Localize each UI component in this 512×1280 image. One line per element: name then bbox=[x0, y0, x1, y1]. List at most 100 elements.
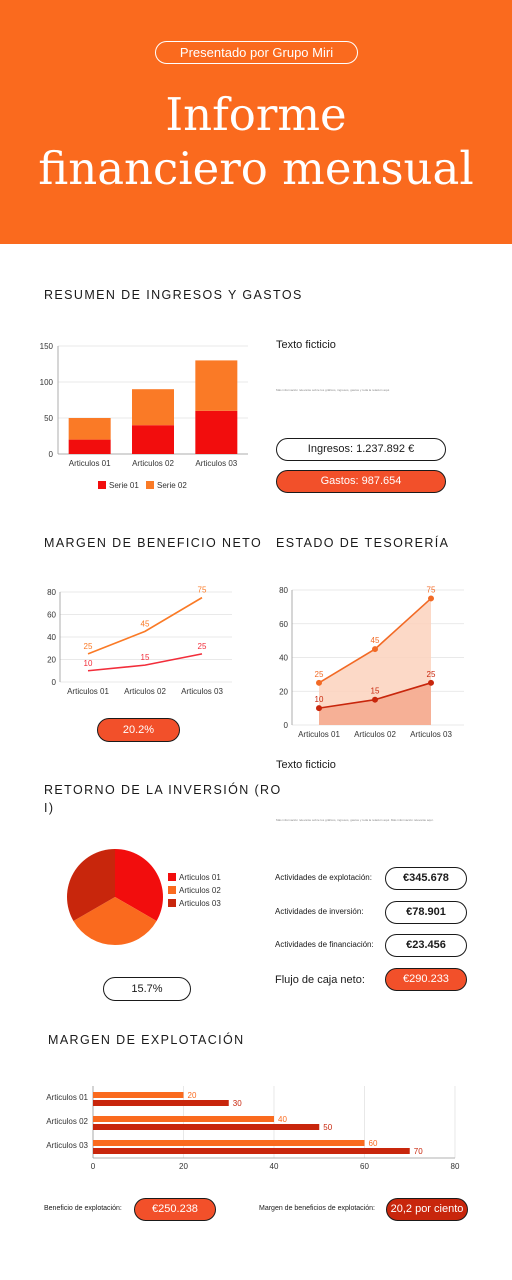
bar bbox=[93, 1148, 410, 1154]
x-tick-label: Articulos 01 bbox=[298, 730, 340, 739]
net-margin-chart: 0 20 40 60 80 Articulos 01 Articulos 02 Articul… bbox=[30, 580, 245, 700]
y-tick-label: 50 bbox=[44, 414, 53, 423]
treasury-side-body: Más información relevante sobre los gráf… bbox=[276, 818, 434, 822]
operating-activities-value: €345.678 bbox=[385, 867, 467, 890]
income-side-title: Texto ficticio bbox=[276, 339, 336, 351]
y-tick-label: 150 bbox=[40, 342, 54, 351]
bar bbox=[132, 425, 174, 454]
y-tick-label: 60 bbox=[47, 611, 56, 620]
roi-svg: Articulos 01 Articulos 02 Articulos 03 bbox=[67, 849, 221, 945]
treasury-svg: 0 20 40 60 80 Articulos 01 Articulos 02 Articul… bbox=[279, 585, 464, 739]
legend-label: Articulos 02 bbox=[179, 886, 221, 895]
data-point bbox=[372, 646, 378, 653]
financing-activities-label: Actividades de financiación: bbox=[275, 940, 374, 949]
x-tick-label: Articulos 03 bbox=[410, 730, 452, 739]
data-point bbox=[316, 679, 322, 686]
treasury-chart: 0 20 40 60 80 Articulos 01 Articulos 02 Articul… bbox=[270, 578, 480, 742]
data-label: 75 bbox=[198, 586, 207, 595]
data-label: 50 bbox=[323, 1123, 332, 1132]
data-label: 40 bbox=[278, 1115, 287, 1124]
y-tick-label: 80 bbox=[279, 586, 288, 595]
roi-title-line-1: RETORNO DE LA INVERSIÓN (RO bbox=[44, 783, 282, 797]
data-label: 75 bbox=[427, 585, 436, 594]
data-label: 20 bbox=[188, 1091, 197, 1100]
x-tick-label: 20 bbox=[179, 1162, 188, 1171]
y-tick-label: 20 bbox=[47, 656, 56, 665]
bar bbox=[93, 1100, 229, 1106]
header-banner bbox=[0, 0, 512, 244]
operating-margin-section-title: MARGEN DE EXPLOTACIÓN bbox=[48, 1033, 245, 1047]
operating-margin-svg: 0 20 40 60 80 Articulos 01 20 30 Articulos 02 40 5… bbox=[46, 1086, 460, 1171]
roi-badge: 15.7% bbox=[103, 977, 191, 1001]
net-margin-svg: 0 20 40 60 80 Articulos 01 Articulos 02 Articul… bbox=[47, 586, 232, 696]
series-line bbox=[87, 596, 203, 655]
data-label: 15 bbox=[371, 687, 380, 696]
y-tick-label: 20 bbox=[279, 687, 288, 696]
data-label: 25 bbox=[84, 642, 93, 651]
data-label: 60 bbox=[369, 1139, 378, 1148]
presenter-badge: Presentado por Grupo Miri bbox=[155, 41, 358, 64]
data-label: 15 bbox=[141, 653, 150, 662]
operating-benefit-value: €250.238 bbox=[134, 1198, 216, 1221]
data-point bbox=[428, 595, 434, 602]
title-line-1: Informe bbox=[165, 88, 347, 141]
data-label: 25 bbox=[315, 670, 324, 679]
operating-margin-value: 20,2 por ciento bbox=[386, 1198, 468, 1221]
financing-activities-value: €23.456 bbox=[385, 934, 467, 957]
y-tick-label: 80 bbox=[47, 588, 56, 597]
investment-activities-label: Actividades de inversión: bbox=[275, 907, 364, 916]
x-tick-label: Articulos 02 bbox=[124, 687, 166, 696]
area-fill bbox=[319, 682, 431, 725]
y-tick-label: 100 bbox=[40, 378, 54, 387]
income-expense-svg: 0 50 100 150 Articulos 01 Articulos 02 Articul… bbox=[40, 342, 248, 490]
y-tick-label: Articulos 02 bbox=[46, 1117, 88, 1126]
bar bbox=[195, 410, 238, 454]
data-label: 25 bbox=[198, 642, 207, 651]
data-label: 45 bbox=[371, 636, 380, 645]
series-line bbox=[87, 653, 203, 672]
x-tick-label: Articulos 03 bbox=[195, 459, 237, 468]
treasury-section-title: ESTADO DE TESORERÍA bbox=[276, 536, 450, 550]
x-tick-label: 80 bbox=[451, 1162, 460, 1171]
operating-activities-label: Actividades de explotación: bbox=[275, 873, 372, 882]
income-expense-chart: 0 50 100 150 Articulos 01 Articulos 02 Articul… bbox=[30, 336, 260, 501]
net-cash-flow-label: Flujo de caja neto: bbox=[275, 974, 365, 986]
y-tick-label: 60 bbox=[279, 620, 288, 629]
income-badge: Ingresos: 1.237.892 € bbox=[276, 438, 446, 461]
bar bbox=[68, 418, 111, 440]
roi-section-title: RETORNO DE LA INVERSIÓN (RO I) bbox=[44, 781, 282, 817]
y-tick-label: 0 bbox=[284, 721, 289, 730]
x-tick-label: Articulos 02 bbox=[132, 459, 174, 468]
pie-slice bbox=[115, 849, 163, 921]
legend-swatch bbox=[168, 899, 176, 907]
x-tick-label: Articulos 02 bbox=[354, 730, 396, 739]
y-tick-label: Articulos 01 bbox=[46, 1093, 88, 1102]
roi-title-line-2: I) bbox=[44, 801, 55, 815]
bar bbox=[93, 1116, 274, 1122]
data-label: 25 bbox=[427, 670, 436, 679]
net-cash-flow-value: €290.233 bbox=[385, 968, 467, 991]
operating-benefit-label: Beneficio de explotación: bbox=[44, 1205, 122, 1212]
legend-label: Serie 02 bbox=[157, 481, 187, 490]
legend-swatch bbox=[168, 886, 176, 894]
income-side-body: Más información relevante sobre los gráf… bbox=[276, 388, 391, 392]
y-tick-label: 40 bbox=[279, 654, 288, 663]
data-point bbox=[428, 679, 434, 686]
legend-swatch bbox=[168, 873, 176, 881]
data-point bbox=[372, 696, 378, 703]
legend-label: Serie 01 bbox=[109, 481, 139, 490]
x-tick-label: 40 bbox=[270, 1162, 279, 1171]
legend-label: Articulos 03 bbox=[179, 899, 221, 908]
legend-swatch bbox=[146, 481, 154, 489]
roi-chart: Articulos 01 Articulos 02 Articulos 03 bbox=[60, 845, 250, 955]
data-label: 30 bbox=[233, 1099, 242, 1108]
expense-badge: Gastos: 987.654 bbox=[276, 470, 446, 493]
data-point bbox=[316, 705, 322, 712]
y-tick-label: 40 bbox=[47, 633, 56, 642]
data-label: 45 bbox=[141, 619, 150, 628]
bar bbox=[195, 360, 238, 411]
bar bbox=[93, 1124, 320, 1130]
legend-swatch bbox=[98, 481, 106, 489]
y-tick-label: 0 bbox=[49, 450, 54, 459]
page-title: Informe financiero mensual bbox=[0, 88, 512, 196]
